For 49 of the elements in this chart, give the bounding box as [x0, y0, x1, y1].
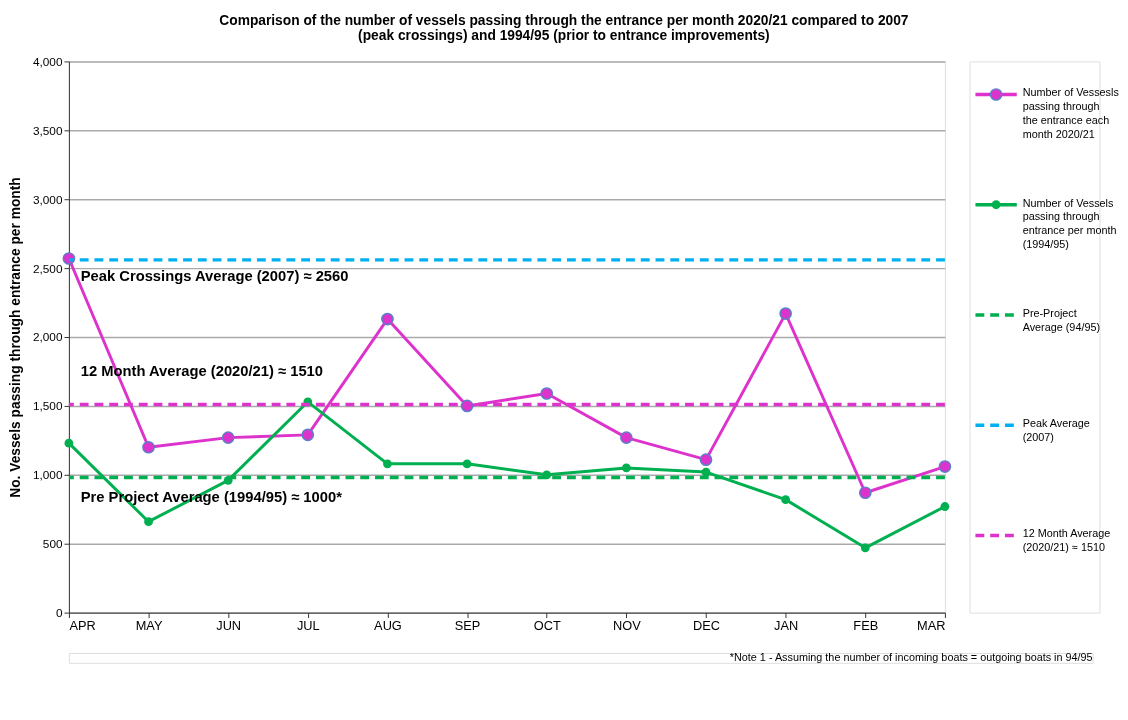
point	[779, 307, 792, 320]
x-tick-label: MAY	[135, 617, 163, 633]
point	[142, 440, 155, 454]
y-tick-label: 0	[55, 606, 63, 621]
y-tick-label: 2,500	[32, 261, 63, 276]
x-tick-label: FEB	[853, 617, 879, 633]
point	[381, 312, 394, 326]
y-tick-label: 4,000	[32, 54, 63, 69]
x-tick-label: JUN	[216, 617, 242, 633]
y-tick-label: 2,000	[32, 330, 63, 345]
x-tick-label: AUG	[374, 617, 402, 633]
y-tick-label: 3,000	[32, 192, 63, 207]
x-tick-label: JUL	[296, 617, 320, 633]
annotation: Peak Crossings Average (2007) ≈ 2560	[80, 268, 349, 285]
legend-label: Peak Average (2007)	[1022, 417, 1090, 443]
legend-label: 12 Month Average (2020/21) ≈ 1510	[1022, 527, 1111, 554]
point	[701, 467, 711, 477]
point	[860, 543, 870, 553]
point	[781, 495, 791, 505]
point	[462, 459, 472, 469]
x-tick-label: NOV	[613, 617, 642, 633]
y-tick-label: 1,500	[32, 399, 63, 414]
x-tick-label: APR	[69, 617, 96, 633]
legend-label: Number of Vessels passing through entrance per month (1994/95)	[1022, 196, 1117, 251]
y-axis-title: No. Vessels passing through entrance per month	[8, 177, 24, 498]
point	[699, 453, 713, 467]
x-tick-label: JAN	[774, 617, 799, 633]
point	[144, 517, 153, 527]
point	[940, 502, 950, 511]
point	[221, 431, 235, 444]
y-tick-label: 1,000	[32, 468, 63, 483]
point	[620, 431, 633, 444]
point	[540, 387, 554, 400]
y-tick-label: 500	[42, 537, 63, 552]
point	[383, 459, 392, 469]
x-tick-label: DEC	[693, 617, 720, 633]
y-tick-label: 3,500	[32, 123, 63, 138]
point	[621, 463, 631, 473]
legend-label: Pre-Project Average (94/95)	[1022, 306, 1101, 333]
legend-label: Number of Vessesls passing through the entrance each month 2020/21	[1022, 86, 1120, 140]
x-tick-label: SEP	[454, 617, 481, 633]
x-tick-label: OCT	[533, 617, 561, 633]
text: *Note 1 - Assuming the number of incoming boats = outgoing boats in 94/95	[729, 650, 1093, 663]
chart-title: Comparison of the number of vessels passing through the entrance per month 2020/21 compared to 2007 (peak crossings) and 1994/95 (prior to entrance improvements)	[219, 12, 909, 44]
point	[858, 486, 872, 500]
point	[64, 438, 74, 448]
point	[938, 460, 952, 473]
x-tick-label: MAR	[917, 617, 946, 633]
point	[301, 428, 315, 442]
